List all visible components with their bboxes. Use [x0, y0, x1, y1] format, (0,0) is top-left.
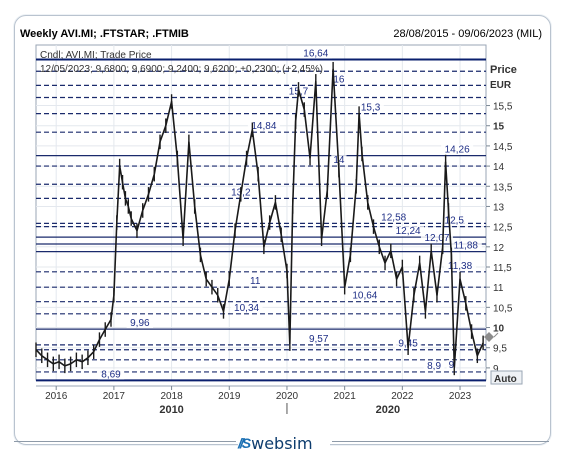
footer-divider-left — [14, 441, 236, 442]
level-label: 14,26 — [445, 145, 470, 156]
level-label-bg — [392, 226, 425, 237]
x-tick-label: 2020 — [276, 391, 299, 402]
chart-title: Weekly AVI.MI; .FTSTAR; .FTMIB — [20, 28, 189, 40]
level-label-bg — [230, 302, 263, 313]
level-label-bg — [449, 240, 482, 251]
y-tick-label: 15,5 — [493, 102, 513, 113]
y-axis-unit: EUR — [490, 80, 512, 91]
legend-series-line: Cndl; AVI.MI; Trade Price — [40, 50, 152, 61]
y-tick-label: 10 — [493, 324, 505, 335]
x-decade-label: 2010 — [159, 404, 183, 416]
level-label: 9,96 — [130, 318, 150, 329]
level-label: 9 — [449, 360, 455, 371]
x-tick-label: 2019 — [218, 391, 241, 402]
x-tick-label: 2022 — [391, 391, 414, 402]
y-axis-title: Price — [490, 64, 517, 76]
y-tick-label: 14,5 — [493, 142, 513, 153]
y-axis: 9 9,5 10 10,5 11 11,5 12 12,5 13 13,5 14 14,5 15 15,5 — [486, 102, 513, 375]
x-tick-label: 2018 — [160, 391, 183, 402]
websim-logo: //S websim — [238, 432, 330, 454]
x-tick-label: 2023 — [449, 391, 472, 402]
legend-ohlc-line: 12/05/2023; 9,6800; 9,6900; 9,2400; 9,62… — [40, 64, 323, 75]
level-label-bg — [247, 276, 263, 287]
level-label-bg — [446, 360, 457, 371]
level-label-bg — [126, 318, 154, 329]
level-label-bg — [441, 215, 468, 226]
y-tick-label: 9 — [493, 364, 499, 375]
y-tick-label: 13 — [493, 202, 505, 213]
level-label-bg — [377, 212, 410, 223]
websim-wordmark: websim — [251, 433, 313, 453]
level-label-bg — [97, 369, 125, 380]
y-tick-label: 10,5 — [493, 303, 513, 314]
level-label: 8,9 — [427, 361, 441, 372]
level-label-bg — [331, 74, 347, 85]
level-label: 12,07 — [424, 233, 449, 244]
y-tick-label: 15 — [493, 122, 505, 133]
level-label: 8,69 — [101, 369, 121, 380]
y-tick-label: 11 — [493, 283, 504, 294]
x-axis: 2016 2017 2018 2019 2020 2021 2022 2023 2010 2020 — [36, 385, 486, 416]
level-label: 9,57 — [309, 334, 329, 345]
y-tick-label: 12 — [493, 243, 505, 254]
level-label: 16 — [333, 74, 345, 85]
level-label: 15,3 — [361, 103, 381, 114]
level-label-bg — [423, 360, 445, 371]
y-tick-label: 13,5 — [493, 182, 513, 193]
level-label: 12,24 — [396, 226, 421, 237]
x-decade-label: 2020 — [376, 404, 400, 416]
level-label: 10,34 — [234, 303, 259, 314]
x-tick-label: 2016 — [45, 391, 68, 402]
level-label: 16,64 — [303, 49, 328, 60]
level-label: 14,84 — [251, 121, 276, 132]
auto-scale-label: Auto — [494, 374, 517, 385]
level-label: 11 — [250, 276, 261, 287]
price-series — [35, 61, 484, 376]
x-tick-label: 2017 — [103, 391, 126, 402]
level-label-bg — [348, 290, 381, 301]
date-range: 28/08/2015 - 09/06/2023 (MIL) — [393, 28, 542, 40]
websim-mark-icon: //S — [238, 435, 251, 451]
y-tick-label: 11,5 — [493, 263, 512, 274]
level-label-bg — [247, 121, 280, 132]
y-tick-label: 12,5 — [493, 223, 513, 234]
level-label: 10,64 — [352, 291, 377, 302]
level-label-bg — [357, 102, 384, 113]
y-tick-label: 9,5 — [493, 344, 507, 355]
y-tick-label: 14 — [493, 162, 505, 173]
footer-divider-right — [332, 441, 549, 442]
x-tick-label: 2021 — [334, 391, 357, 402]
level-label: 12,5 — [445, 216, 465, 227]
level-label: 11,88 — [454, 241, 479, 252]
auto-scale-button[interactable]: Auto — [490, 370, 523, 385]
level-label-bg — [305, 333, 332, 344]
level-label-bg — [299, 48, 332, 59]
level-label-bg — [420, 232, 453, 243]
current-price-marker — [484, 332, 499, 342]
level-label-bg — [444, 260, 477, 271]
level-label-bg — [441, 144, 474, 155]
level-label: 12,58 — [381, 212, 406, 223]
level-label: 11,38 — [448, 261, 473, 272]
